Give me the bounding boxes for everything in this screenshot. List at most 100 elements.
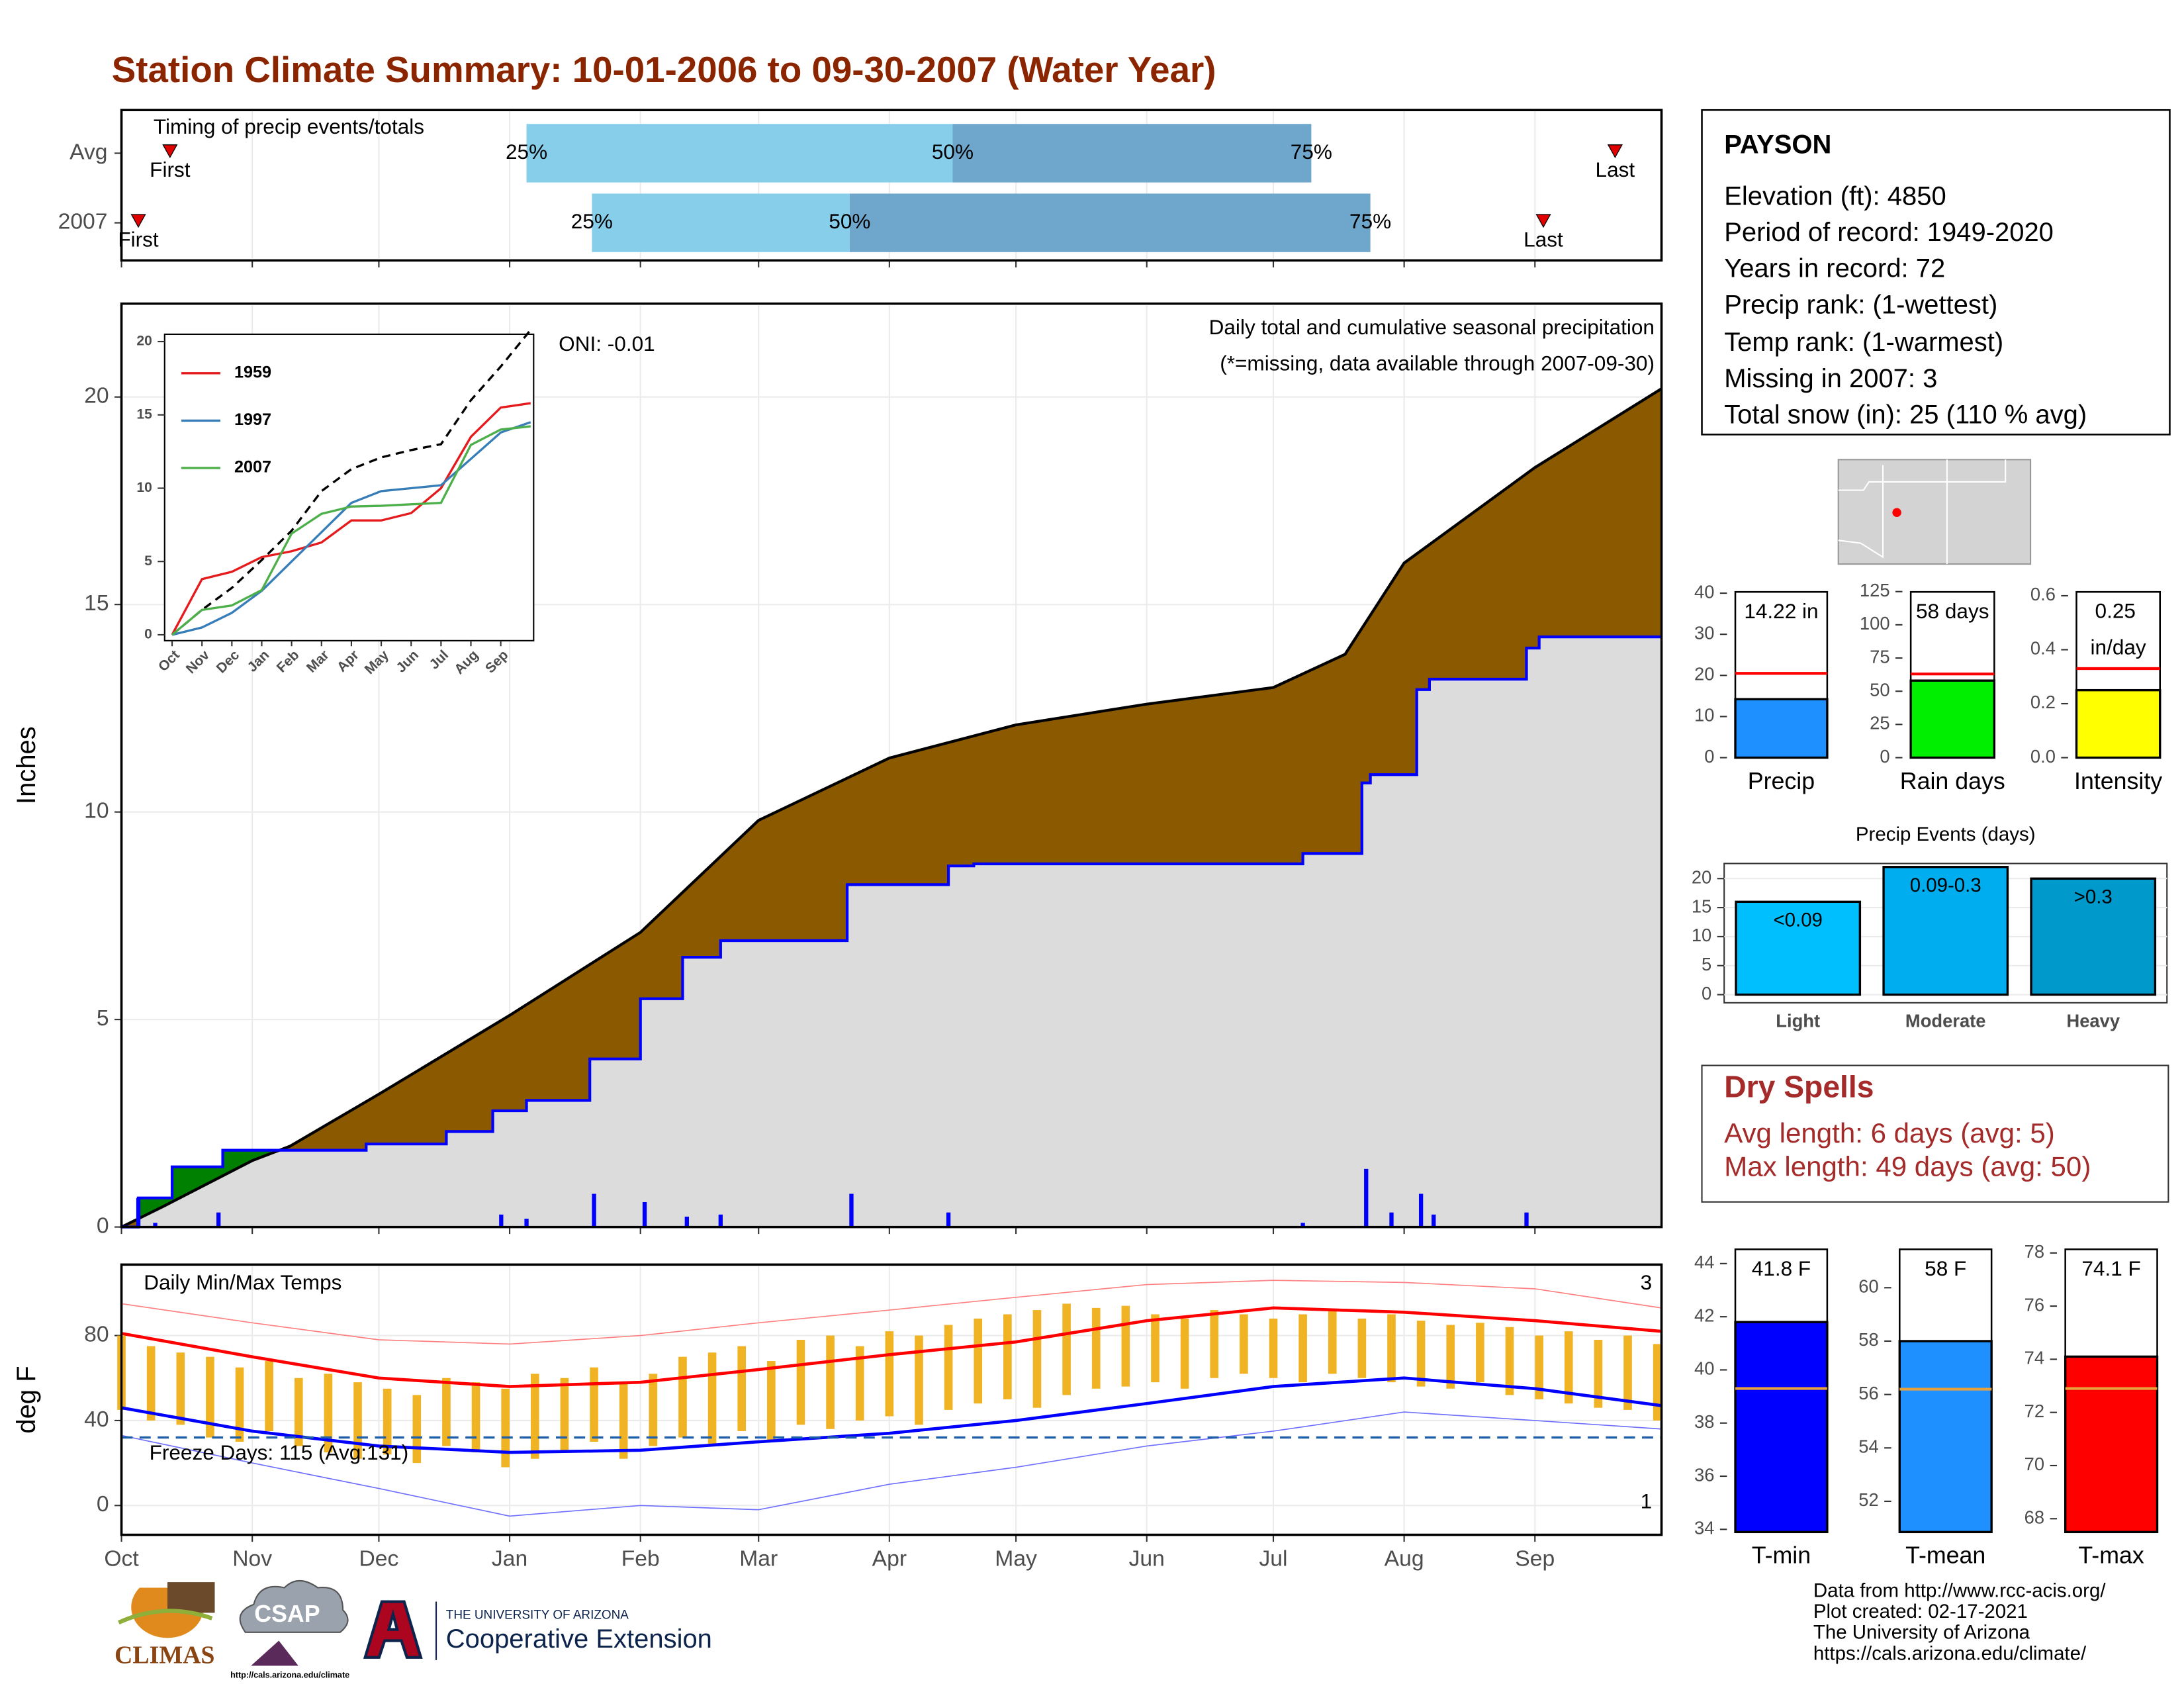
temp-range-bar [619,1382,628,1459]
temp-range-bar [560,1378,569,1450]
station-info: Missing in 2007: 3 [1724,364,1937,393]
x-tick-label: May [995,1546,1037,1571]
temp-range-bar [1416,1321,1426,1387]
x-tick-label: Jun [1129,1546,1165,1571]
station-info: Years in record: 72 [1724,254,1945,283]
station-info: Temp rank: (1-warmest) [1724,328,2003,357]
temp-range-bar [826,1335,835,1429]
temp-range-bar [1121,1305,1130,1387]
daily-precip-bar [499,1214,504,1227]
x-tick-label: Aug [1385,1546,1424,1571]
category-label: T-min [1752,1542,1811,1569]
event-marker [130,214,146,228]
average-line [120,387,1662,1229]
station-name: PAYSON [1724,130,1831,159]
y-tick-label: 36 [1694,1464,1714,1485]
y-tick-label: 50 [1870,679,1889,700]
quartile-label: 25% [571,209,613,233]
panel-title: Daily Min/Max Temps [144,1270,341,1294]
temp-range-bar [501,1388,510,1468]
csap-logo: CSAP [254,1601,320,1627]
bar-segment [952,124,1312,183]
y-tick-label: 20 [84,384,109,408]
temp-range-bar [1623,1335,1632,1410]
x-tick-label: Feb [621,1546,660,1571]
y-tick-label: 125 [1860,580,1890,600]
bar [2064,1355,2159,1534]
daily-precip-bar [153,1223,158,1227]
temp-range-bar [1240,1314,1248,1374]
daily-precip-bar [1524,1212,1529,1227]
daily-precip-bar [1389,1212,1394,1227]
y-tick-label: 0 [1704,746,1714,767]
bar [1909,679,1996,759]
category-label: Light [1776,1011,1820,1031]
category-label: Rain days [1900,768,2005,794]
map-borders [1838,459,2007,565]
dry-spells-box [1701,1064,2169,1203]
y-tick-label: 5 [1702,954,1711,974]
event-label: Last [1524,227,1563,251]
row-label: Avg [69,140,107,164]
csap-url: http://cals.arizona.edu/climate [230,1670,349,1679]
value-label: 58 F [1925,1256,1966,1280]
map-background [1837,459,2032,565]
y-tick-label: 0 [1880,746,1889,767]
y-tick-label: 0 [144,627,152,642]
y-tick-label: 20 [136,334,152,349]
daily-precip-bar [684,1216,689,1227]
y-tick-label: 0 [1702,983,1711,1004]
station-info: Total snow (in): 25 (110 % avg) [1724,400,2087,430]
climas-swoosh [118,1609,213,1624]
bar [1735,900,1862,996]
temp-range-bar [1298,1314,1307,1383]
series-line [171,329,532,636]
annotation: (*=missing, data available through 2007-… [1220,352,1655,375]
temp-range-bar [1151,1314,1160,1383]
bar [2075,688,2161,759]
record-low-count: 1 [1641,1489,1653,1513]
y-tick-label: 0.2 [2030,692,2056,712]
y-tick-label: 15 [1692,896,1711,916]
y-tick-label: 70 [2025,1454,2044,1474]
bar [1898,1340,1993,1534]
y-tick-label: 52 [1858,1489,1878,1510]
temp-range-bar [206,1356,214,1438]
y-tick-label: 34 [1694,1518,1714,1538]
y-tick-label: 42 [1694,1305,1714,1325]
observed-area [121,637,1662,1227]
x-tick-label: Oct [104,1546,139,1571]
temp-range-bar [707,1352,717,1446]
station-box [1701,109,2171,436]
value-label: 74.1 F [2081,1256,2140,1280]
bar-label: >0.3 [2074,886,2113,908]
temp-range-bar [265,1361,273,1431]
temp-range-bar [531,1374,539,1459]
temp-range-bar [915,1335,923,1425]
temp-range-bar [767,1361,776,1442]
temp-range-bar [1505,1327,1514,1395]
y-tick-label: 72 [2025,1401,2044,1421]
y-tick-label: 5 [97,1006,109,1031]
y-tick-label: 0.6 [2030,584,2056,604]
page-title: Station Climate Summary: 10-01-2006 to 0… [112,49,1216,90]
y-tick-label: 15 [136,406,152,422]
location-map [1837,459,2032,565]
temp-range-bar [1180,1318,1189,1389]
y-tick-label: 0.0 [2030,746,2056,767]
temperature-line [121,1376,1662,1454]
value-label: 58 days [1916,599,1989,623]
y-tick-label: 10 [136,480,152,495]
category-label: Heavy [2066,1011,2120,1031]
daily-precip-bar [946,1212,951,1227]
station-location [1892,508,1901,517]
category-label: T-mean [1905,1542,1985,1569]
value-label: 0.25 in/day [2091,599,2146,659]
temp-range-bar [1269,1318,1278,1378]
csap-mountain [251,1640,298,1666]
annotation: ONI: -0.01 [559,332,655,355]
y-axis-title: deg F [12,1366,41,1433]
y-tick-label: 0 [97,1213,109,1238]
x-tick-label: Jan [492,1546,527,1571]
